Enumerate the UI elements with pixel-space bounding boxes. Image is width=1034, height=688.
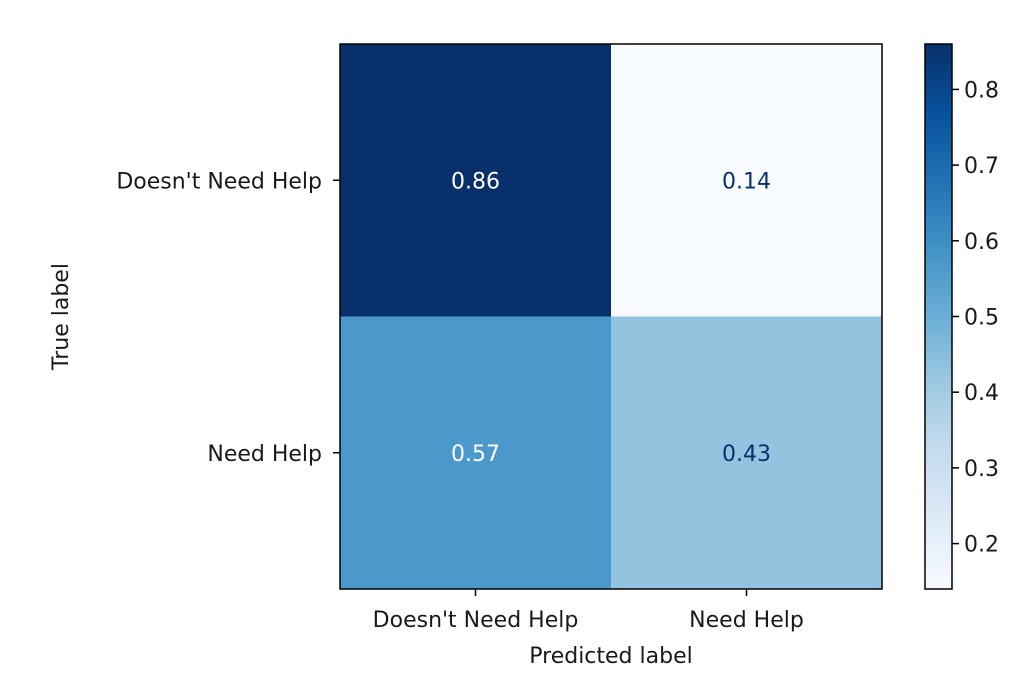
plot-frame bbox=[339, 43, 883, 590]
y-axis-ticks: Doesn't Need Help Need Help bbox=[116, 169, 340, 467]
colorbar-tick-label: 0.3 bbox=[964, 457, 999, 482]
colorbar-tick-label: 0.7 bbox=[964, 154, 999, 179]
colorbar-tick-label: 0.5 bbox=[964, 306, 999, 331]
cell-value-label: 0.57 bbox=[451, 442, 500, 467]
colorbar-tick-label: 0.6 bbox=[964, 230, 999, 255]
matrix-cell bbox=[611, 44, 882, 317]
matrix-cell bbox=[340, 316, 611, 589]
matrix-cell bbox=[611, 316, 882, 589]
matrix-cell bbox=[340, 44, 611, 317]
y-axis-label: True label bbox=[49, 263, 74, 371]
matrix-cells: 0.86 0.14 0.57 0.43 bbox=[340, 44, 882, 589]
cell-value-label: 0.14 bbox=[722, 169, 771, 194]
colorbar-ticks: 0.2 0.3 0.4 0.5 0.6 0.7 0.8 bbox=[952, 78, 999, 558]
y-tick-label: Doesn't Need Help bbox=[116, 169, 322, 194]
colorbar-tick-label: 0.2 bbox=[964, 533, 999, 558]
cell-value-label: 0.86 bbox=[451, 169, 500, 194]
cell-value-label: 0.43 bbox=[722, 442, 771, 467]
colorbar bbox=[924, 43, 953, 590]
x-tick-label: Need Help bbox=[689, 608, 804, 633]
x-axis-ticks: Doesn't Need Help Need Help bbox=[373, 589, 804, 633]
colorbar-tick-label: 0.8 bbox=[964, 78, 999, 103]
x-axis-label: Predicted label bbox=[529, 644, 692, 669]
x-tick-label: Doesn't Need Help bbox=[373, 608, 579, 633]
colorbar-tick-label: 0.4 bbox=[964, 381, 999, 406]
y-tick-label: Need Help bbox=[207, 442, 322, 467]
